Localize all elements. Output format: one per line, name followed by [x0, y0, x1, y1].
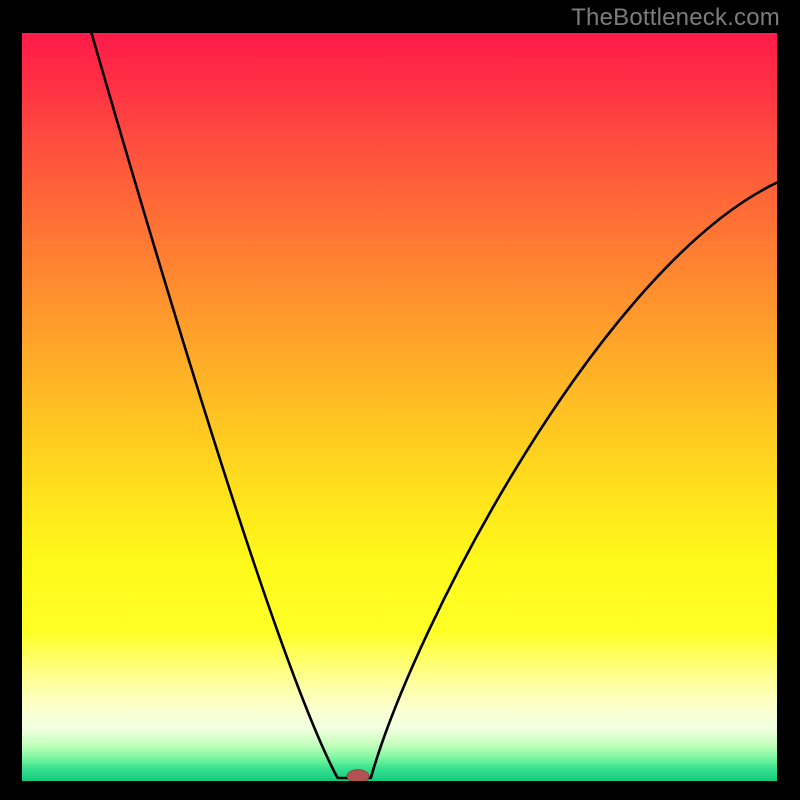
chart-frame: TheBottleneck.com — [0, 0, 800, 800]
watermark-text: TheBottleneck.com — [571, 4, 780, 32]
optimal-marker — [347, 770, 369, 781]
bottleneck-chart — [22, 33, 777, 781]
chart-background — [22, 33, 777, 781]
